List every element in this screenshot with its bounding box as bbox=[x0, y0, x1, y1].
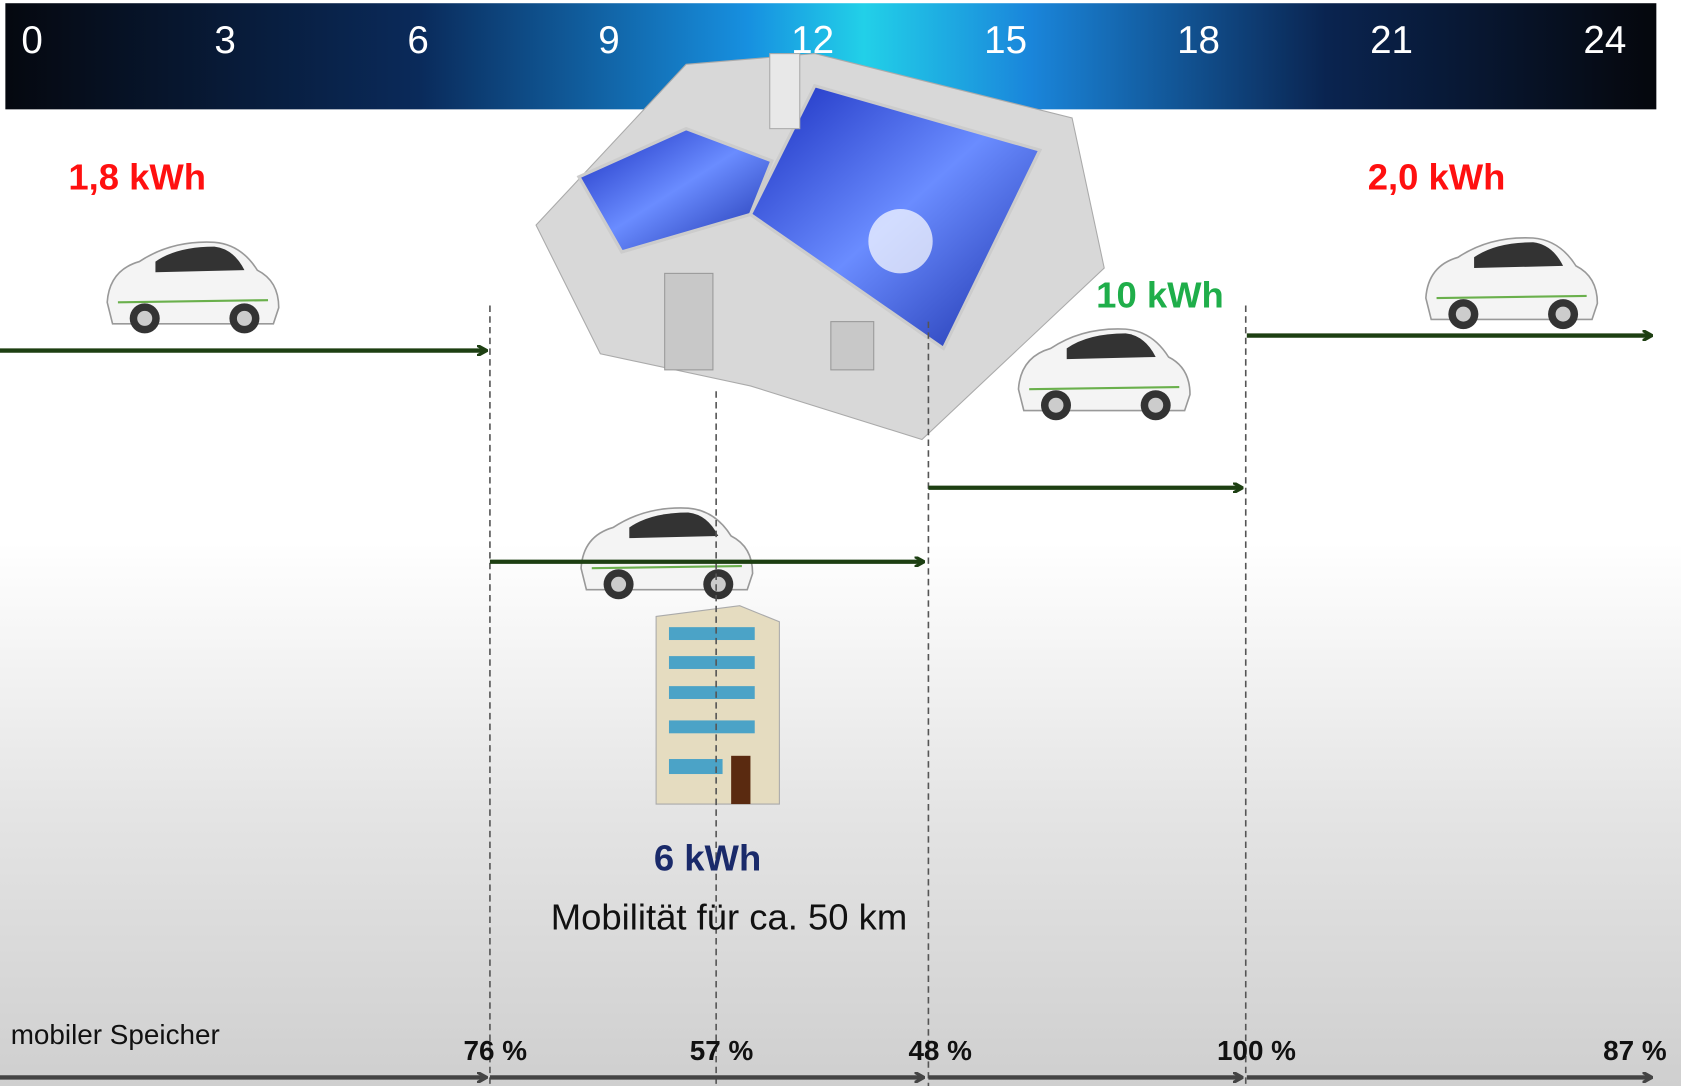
time-tick: 3 bbox=[214, 19, 235, 62]
time-tick: 9 bbox=[598, 19, 619, 62]
time-tick: 6 bbox=[407, 19, 428, 62]
storage-level: 48 % bbox=[908, 1035, 972, 1066]
mobility-text: Mobilität für ca. 50 km bbox=[551, 896, 907, 937]
storage-level: 100 % bbox=[1217, 1035, 1296, 1066]
time-tick: 21 bbox=[1370, 19, 1413, 62]
energy-label: 6 kWh bbox=[654, 837, 761, 878]
time-tick: 0 bbox=[21, 19, 42, 62]
storage-level: 87 % bbox=[1603, 1035, 1667, 1066]
energy-label: 2,0 kWh bbox=[1368, 157, 1506, 198]
storage-level: 76 % bbox=[464, 1035, 528, 1066]
energy-label: 10 kWh bbox=[1096, 275, 1224, 316]
energy-label: 1,8 kWh bbox=[68, 157, 206, 198]
office-building-icon bbox=[656, 606, 779, 804]
storage-title: mobiler Speicher bbox=[11, 1019, 220, 1050]
time-tick: 18 bbox=[1177, 19, 1220, 62]
page: 03691215182124 1,8 kWh 2,0 kWh 10 kWh 6 … bbox=[0, 0, 1681, 1086]
storage-level: 57 % bbox=[690, 1035, 754, 1066]
time-tick: 24 bbox=[1583, 19, 1626, 62]
slide: 03691215182124 1,8 kWh 2,0 kWh 10 kWh 6 … bbox=[0, 0, 1681, 1086]
time-tick: 15 bbox=[984, 19, 1027, 62]
